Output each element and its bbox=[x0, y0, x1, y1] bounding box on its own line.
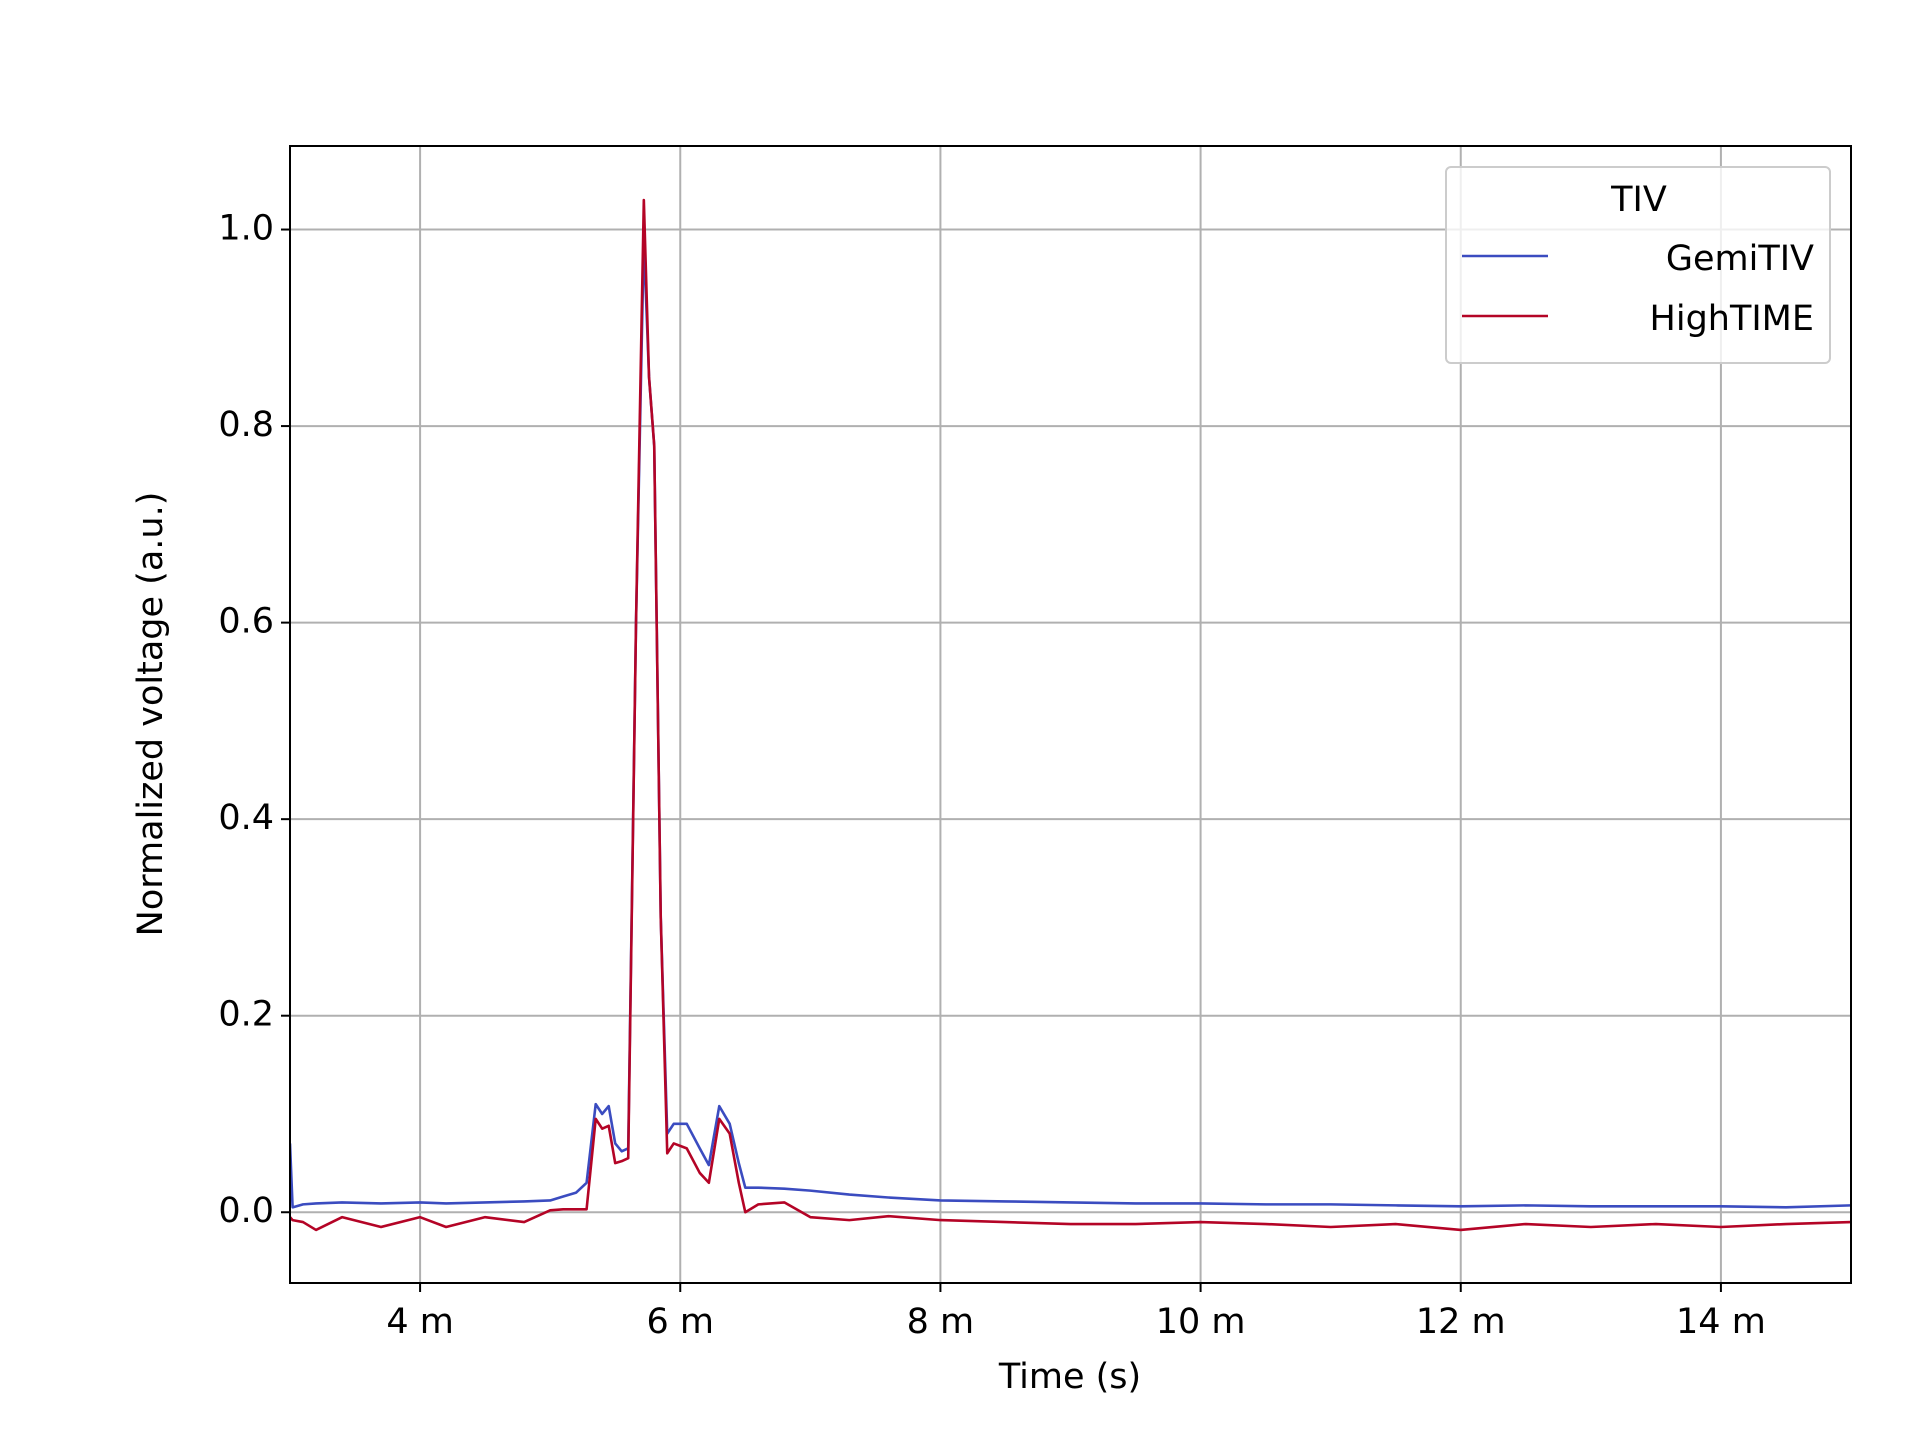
data-line bbox=[290, 238, 1851, 1209]
x-tick-label: 4 m bbox=[386, 1302, 454, 1342]
x-axis-label: Time (s) bbox=[998, 1357, 1141, 1397]
legend-title: TIV bbox=[1610, 180, 1667, 220]
y-tick-label: 0.0 bbox=[218, 1191, 274, 1231]
y-tick-label: 0.2 bbox=[218, 995, 274, 1035]
y-tick-label: 1.0 bbox=[218, 209, 274, 249]
data-line bbox=[290, 198, 1851, 1232]
x-tick-label: 12 m bbox=[1416, 1302, 1506, 1342]
legend-box bbox=[1445, 166, 1831, 364]
y-tick-label: 0.6 bbox=[218, 602, 274, 642]
legend-label: HighTIME bbox=[1650, 299, 1814, 339]
x-tick-label: 8 m bbox=[907, 1302, 975, 1342]
x-tick-label: 14 m bbox=[1676, 1302, 1766, 1342]
y-axis-label: Normalized voltage (a.u.) bbox=[131, 492, 171, 937]
x-tick-label: 6 m bbox=[647, 1302, 715, 1342]
plot-frame bbox=[289, 145, 1852, 1284]
x-tick-label: 10 m bbox=[1156, 1302, 1246, 1342]
y-tick-label: 0.4 bbox=[218, 798, 274, 838]
y-tick-label: 0.8 bbox=[218, 405, 274, 445]
legend-label: GemiTIV bbox=[1666, 239, 1814, 279]
